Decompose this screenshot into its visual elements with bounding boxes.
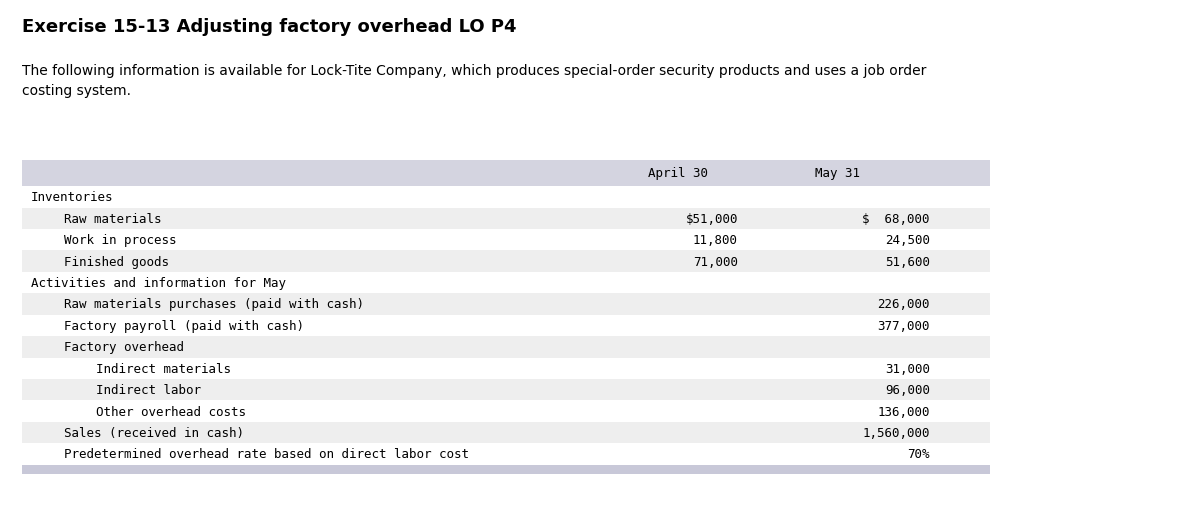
Text: Finished goods: Finished goods — [64, 255, 169, 268]
Text: 136,000: 136,000 — [877, 405, 930, 418]
Text: Indirect labor: Indirect labor — [96, 383, 202, 397]
Text: Factory payroll (paid with cash): Factory payroll (paid with cash) — [64, 319, 304, 332]
Text: April 30: April 30 — [648, 167, 708, 180]
Text: Factory overhead: Factory overhead — [64, 341, 184, 354]
Text: The following information is available for Lock-Tite Company, which produces spe: The following information is available f… — [22, 64, 926, 98]
Text: Inventories: Inventories — [31, 191, 114, 204]
Text: Activities and information for May: Activities and information for May — [31, 276, 287, 290]
Text: Raw materials purchases (paid with cash): Raw materials purchases (paid with cash) — [64, 298, 364, 311]
Text: 71,000: 71,000 — [694, 255, 738, 268]
Text: 70%: 70% — [907, 447, 930, 461]
Text: $51,000: $51,000 — [685, 212, 738, 225]
Text: Other overhead costs: Other overhead costs — [96, 405, 246, 418]
Text: 31,000: 31,000 — [886, 362, 930, 375]
Text: Sales (received in cash): Sales (received in cash) — [64, 426, 244, 439]
Text: 24,500: 24,500 — [886, 234, 930, 247]
Text: 226,000: 226,000 — [877, 298, 930, 311]
Text: Work in process: Work in process — [64, 234, 176, 247]
Text: 1,560,000: 1,560,000 — [863, 426, 930, 439]
Text: 96,000: 96,000 — [886, 383, 930, 397]
Text: Raw materials: Raw materials — [64, 212, 161, 225]
Text: 51,600: 51,600 — [886, 255, 930, 268]
Text: 11,800: 11,800 — [694, 234, 738, 247]
Text: Exercise 15-13 Adjusting factory overhead LO P4: Exercise 15-13 Adjusting factory overhea… — [22, 18, 516, 36]
Text: 377,000: 377,000 — [877, 319, 930, 332]
Text: Predetermined overhead rate based on direct labor cost: Predetermined overhead rate based on dir… — [64, 447, 469, 461]
Text: Indirect materials: Indirect materials — [96, 362, 230, 375]
Text: $  68,000: $ 68,000 — [863, 212, 930, 225]
Text: May 31: May 31 — [815, 167, 860, 180]
